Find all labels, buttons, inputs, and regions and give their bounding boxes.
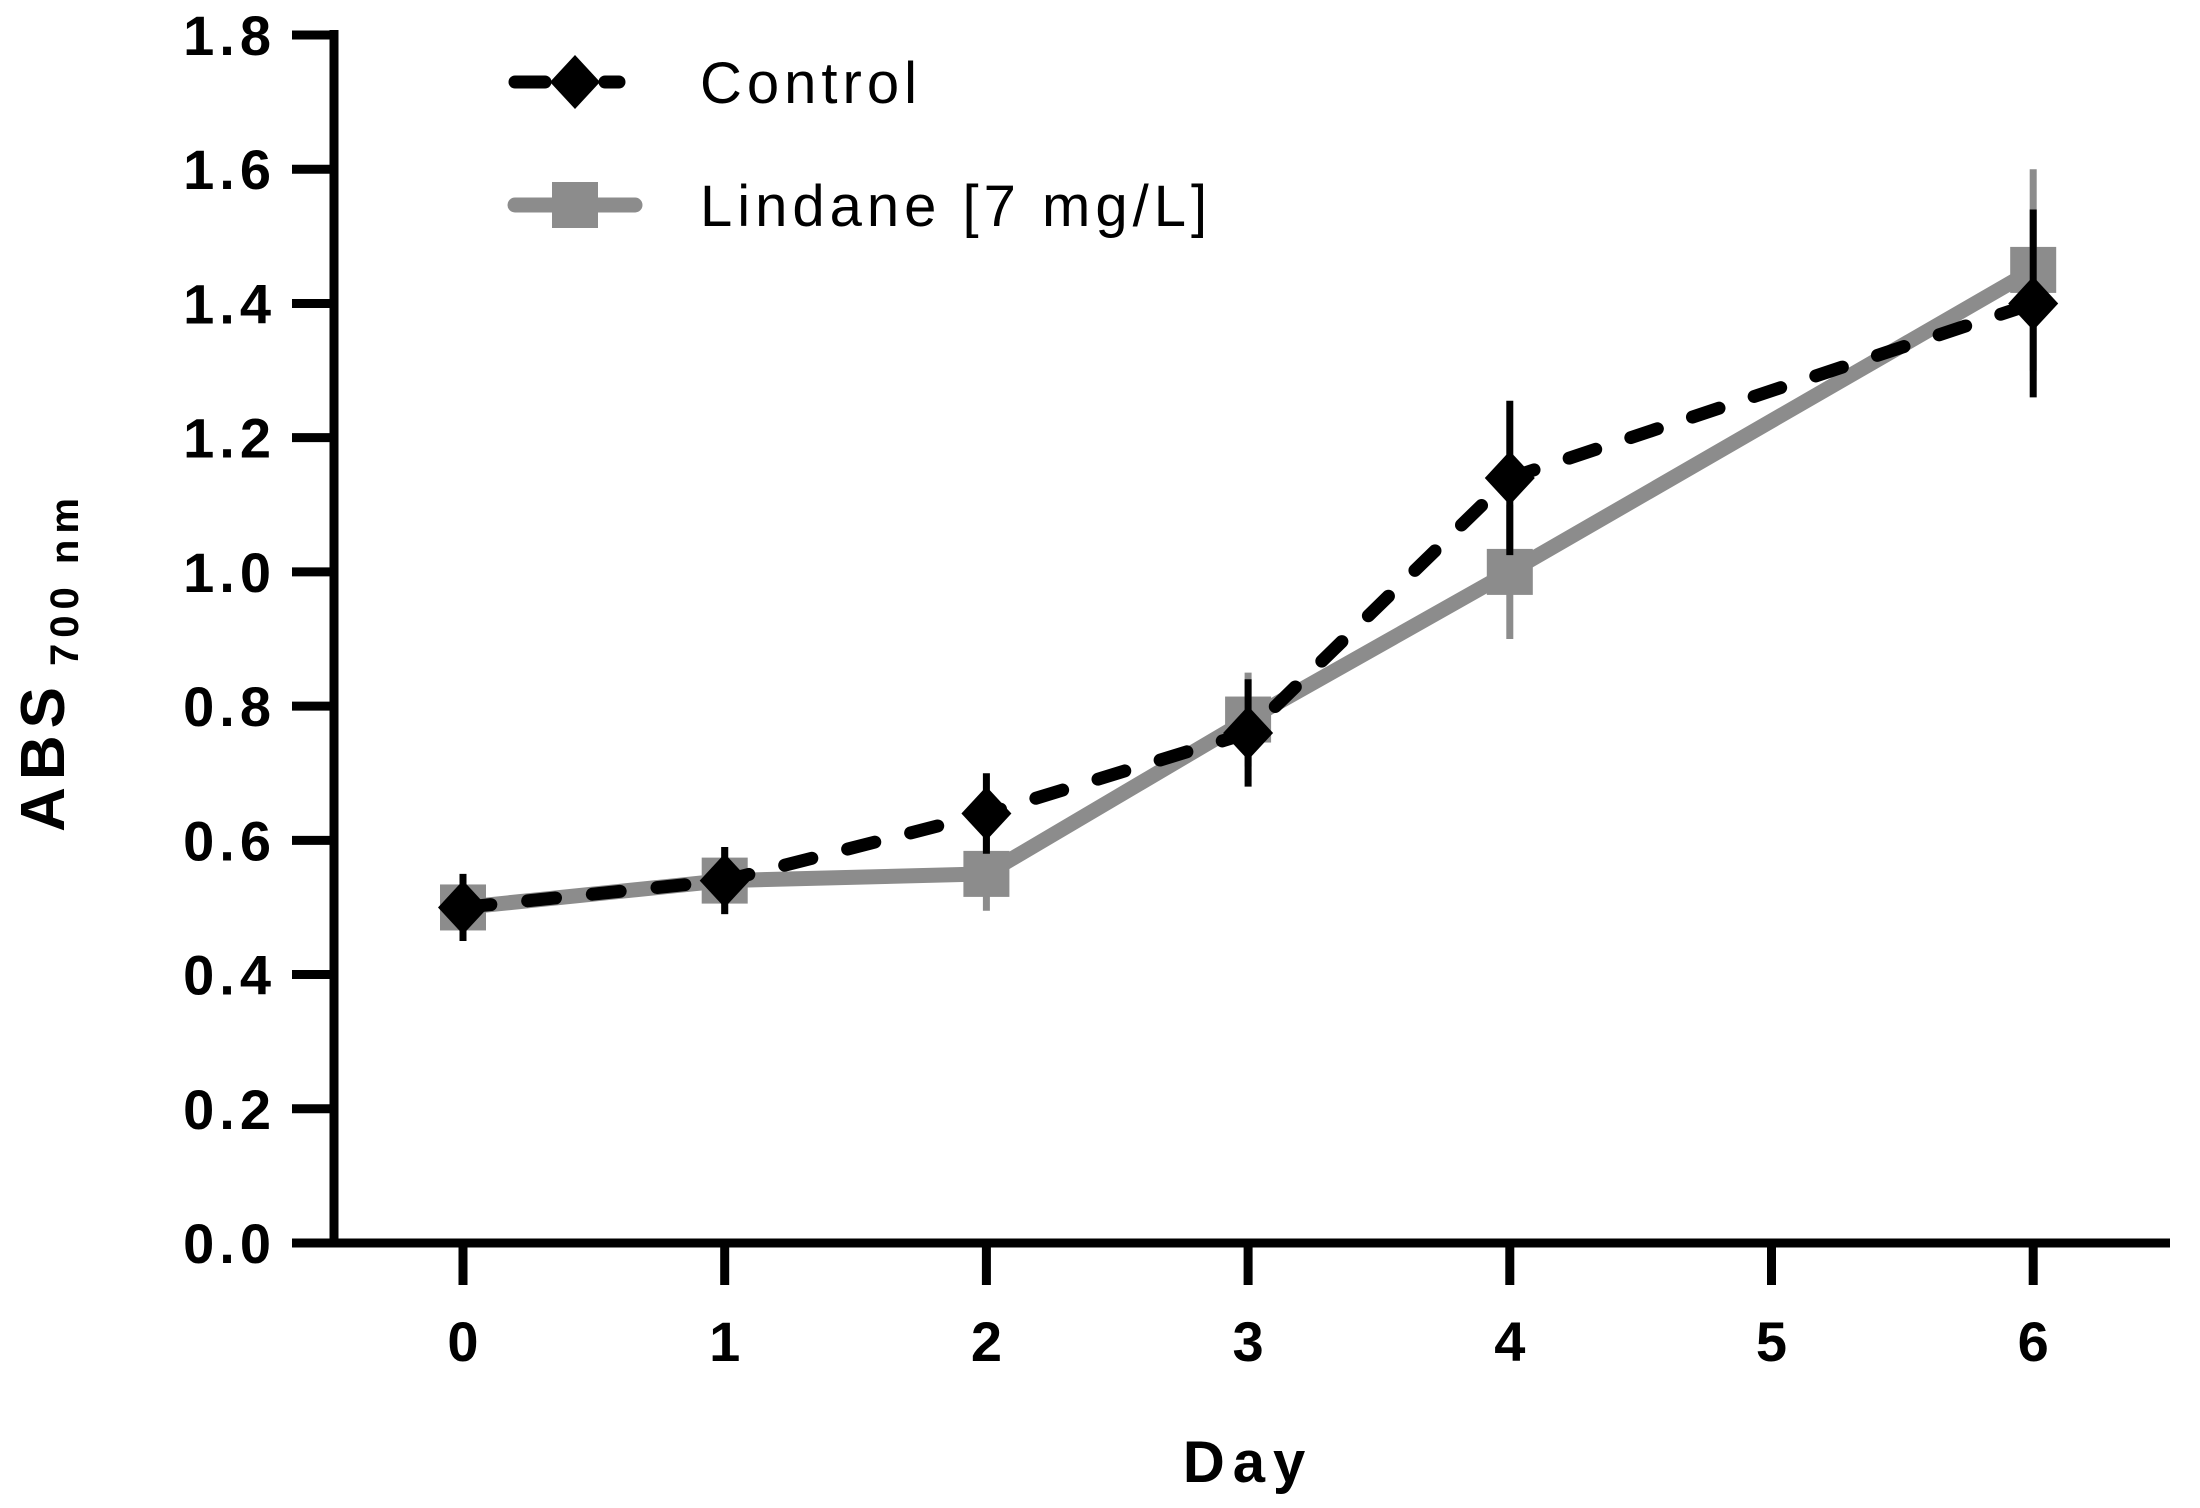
series-0-marker bbox=[699, 853, 750, 908]
y-axis-title-main: ABS bbox=[9, 680, 78, 832]
legend-label-1: Lindane [7 mg/L] bbox=[700, 174, 1212, 239]
series-0-marker bbox=[961, 786, 1012, 841]
x-tick-label: 6 bbox=[2018, 1310, 2049, 1373]
y-tick-label: 1.6 bbox=[183, 138, 276, 201]
series-0-marker bbox=[438, 880, 488, 935]
x-tick-label: 0 bbox=[447, 1310, 478, 1373]
series-0-marker bbox=[1484, 450, 1535, 505]
y-tick-label: 0.6 bbox=[183, 809, 276, 872]
y-tick-label: 0.0 bbox=[183, 1212, 276, 1275]
legend-sample-marker-1 bbox=[552, 182, 598, 228]
legend-sample-marker-0 bbox=[550, 55, 600, 109]
y-axis-title-sub: 700 nm bbox=[43, 492, 87, 666]
y-tick-label: 1.0 bbox=[183, 541, 276, 604]
x-tick-label: 2 bbox=[971, 1310, 1002, 1373]
x-tick-label: 1 bbox=[709, 1310, 740, 1373]
legend-label-0: Control bbox=[700, 51, 922, 116]
series-0-marker bbox=[2008, 276, 2059, 331]
series-0-line bbox=[456, 296, 2040, 914]
series-0-marker bbox=[1223, 705, 1274, 760]
y-tick-label: 0.4 bbox=[183, 944, 276, 1007]
x-tick-label: 5 bbox=[1756, 1310, 1787, 1373]
x-axis-title: Day bbox=[1183, 1430, 1313, 1495]
y-tick-label: 1.4 bbox=[183, 272, 276, 335]
y-tick-label: 1.8 bbox=[183, 4, 276, 67]
y-tick-label: 1.2 bbox=[183, 407, 276, 470]
series-1-line bbox=[455, 262, 2041, 915]
y-axis-title: ABS 700 nm bbox=[9, 492, 87, 832]
y-tick-label: 0.2 bbox=[183, 1078, 276, 1141]
series-1-marker bbox=[963, 850, 1010, 897]
x-tick-label: 4 bbox=[1494, 1310, 1525, 1373]
y-tick-label: 0.8 bbox=[183, 675, 276, 738]
x-tick-label: 3 bbox=[1233, 1310, 1264, 1373]
series-1-marker bbox=[1486, 548, 1533, 595]
